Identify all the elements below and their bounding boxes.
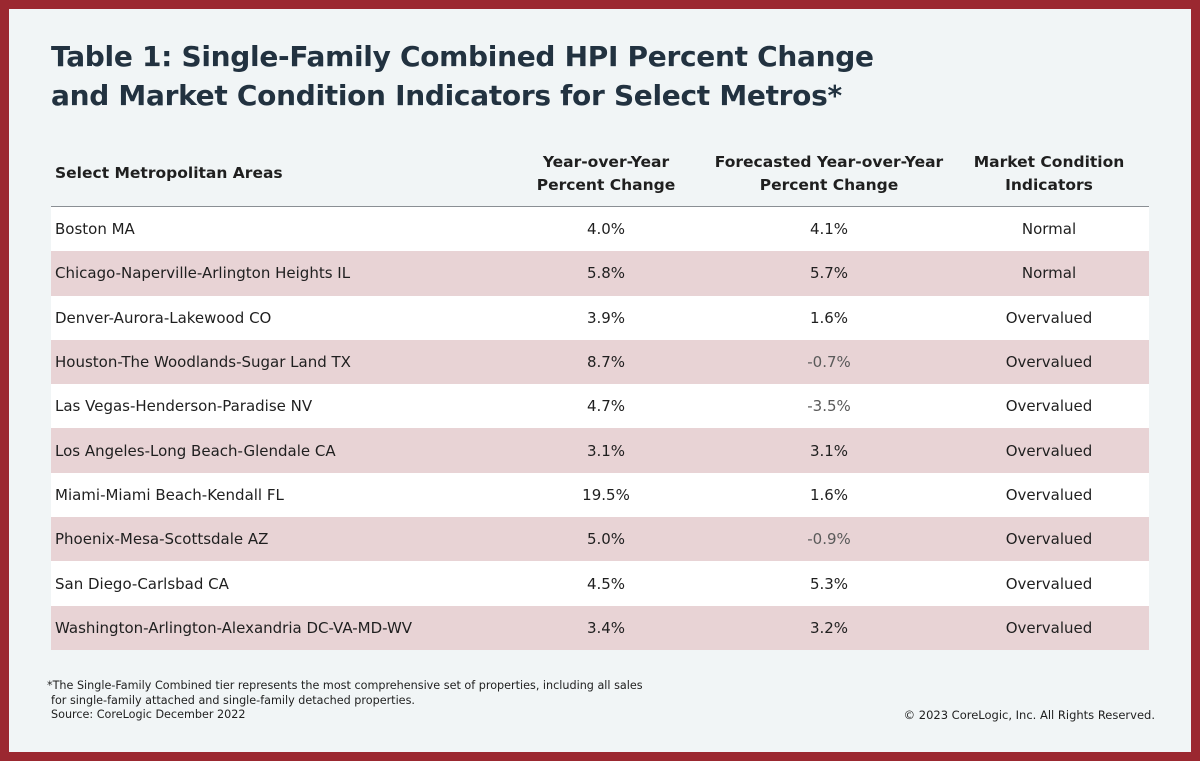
column-header-indicator-line-1: Market Condition [973,152,1125,171]
forecast-cell: 1.6% [709,472,949,518]
indicator-cell: Overvalued [949,561,1149,606]
metro-cell: Washington-Arlington-Alexandria DC-VA-MD… [51,605,503,650]
footnote-line-1: *The Single-Family Combined tier represe… [47,679,643,692]
column-header-indicator: Market Condition Indicators [949,141,1149,207]
metro-cell: Boston MA [51,206,503,252]
column-header-yoy-line-2: Percent Change [536,175,676,194]
table-body: Boston MA 4.0% 4.1% Normal Chicago-Napervill… [51,206,1149,650]
footnote-source: Source: CoreLogic December 2022 [51,708,246,721]
indicator-cell: Overvalued [949,517,1149,562]
yoy-cell: 4.7% [503,384,709,429]
table-header-row: Select Metropolitan Areas Year-over-Year… [51,141,1149,207]
metro-cell: Houston-The Woodlands-Sugar Land TX [51,339,503,385]
indicator-cell: Overvalued [949,384,1149,429]
forecast-cell: 3.1% [709,428,949,473]
metro-cell: Chicago-Naperville-Arlington Heights IL [51,251,503,296]
column-header-forecast-line-2: Percent Change [759,175,899,194]
indicator-cell: Overvalued [949,472,1149,518]
forecast-cell: -0.9% [709,517,949,562]
yoy-cell: 5.8% [503,251,709,296]
column-header-indicator-line-2: Indicators [1005,175,1093,194]
forecast-cell: 4.1% [709,206,949,252]
forecast-cell: -3.5% [709,384,949,429]
table-row: Los Angeles-Long Beach-Glendale CA 3.1% 3.… [51,428,1149,473]
yoy-cell: 4.0% [503,206,709,252]
indicator-cell: Overvalued [949,605,1149,650]
footnote-line-2: for single-family attached and single-fa… [51,693,415,707]
yoy-cell: 8.7% [503,339,709,385]
table-title: Table 1: Single-Family Combined HPI Perc… [51,37,1051,115]
indicator-cell: Overvalued [949,428,1149,473]
table-title-line-1: Table 1: Single-Family Combined HPI Perc… [51,40,874,73]
column-header-yoy: Year-over-Year Percent Change [503,141,709,207]
yoy-cell: 3.4% [503,605,709,650]
yoy-cell: 3.1% [503,428,709,473]
forecast-cell: 1.6% [709,295,949,340]
table-row: Chicago-Naperville-Arlington Heights IL 5… [51,251,1149,296]
metro-cell: Las Vegas-Henderson-Paradise NV [51,384,503,429]
indicator-cell: Normal [949,251,1149,296]
metro-cell: Miami-Miami Beach-Kendall FL [51,472,503,518]
hpi-table: Select Metropolitan Areas Year-over-Year… [51,141,1149,650]
forecast-cell: 5.7% [709,251,949,296]
table-row: Miami-Miami Beach-Kendall FL 19.5% 1.6% Ove… [51,472,1149,518]
column-header-forecast: Forecasted Year-over-Year Percent Change [709,141,949,207]
table-row: Phoenix-Mesa-Scottsdale AZ 5.0% -0.9% Overv… [51,517,1149,562]
table-row: Washington-Arlington-Alexandria DC-VA-MD… [51,605,1149,650]
table-title-line-2: and Market Condition Indicators for Sele… [51,79,842,112]
yoy-cell: 3.9% [503,295,709,340]
footnote: *The Single-Family Combined tier represe… [47,679,643,723]
column-header-metro-label: Select Metropolitan Areas [55,164,283,182]
yoy-cell: 5.0% [503,517,709,562]
indicator-cell: Normal [949,206,1149,252]
metro-cell: Denver-Aurora-Lakewood CO [51,295,503,340]
yoy-cell: 4.5% [503,561,709,606]
indicator-cell: Overvalued [949,339,1149,385]
table-row: Boston MA 4.0% 4.1% Normal [51,206,1149,252]
yoy-cell: 19.5% [503,472,709,518]
table-row: Houston-The Woodlands-Sugar Land TX 8.7% -… [51,339,1149,385]
figure-frame: Table 1: Single-Family Combined HPI Perc… [9,9,1191,752]
indicator-cell: Overvalued [949,295,1149,340]
forecast-cell: 5.3% [709,561,949,606]
forecast-cell: 3.2% [709,605,949,650]
metro-cell: Phoenix-Mesa-Scottsdale AZ [51,517,503,562]
metro-cell: Los Angeles-Long Beach-Glendale CA [51,428,503,473]
metro-cell: San Diego-Carlsbad CA [51,561,503,606]
table-row: Denver-Aurora-Lakewood CO 3.9% 1.6% Overval… [51,295,1149,340]
copyright-notice: © 2023 CoreLogic, Inc. All Rights Reserv… [903,708,1155,722]
table-row: San Diego-Carlsbad CA 4.5% 5.3% Overvalued [51,561,1149,606]
column-header-yoy-line-1: Year-over-Year [542,152,670,171]
column-header-forecast-line-1: Forecasted Year-over-Year [714,152,944,171]
table-row: Las Vegas-Henderson-Paradise NV 4.7% -3.5%… [51,384,1149,429]
forecast-cell: -0.7% [709,339,949,385]
column-header-metro: Select Metropolitan Areas [51,141,503,207]
